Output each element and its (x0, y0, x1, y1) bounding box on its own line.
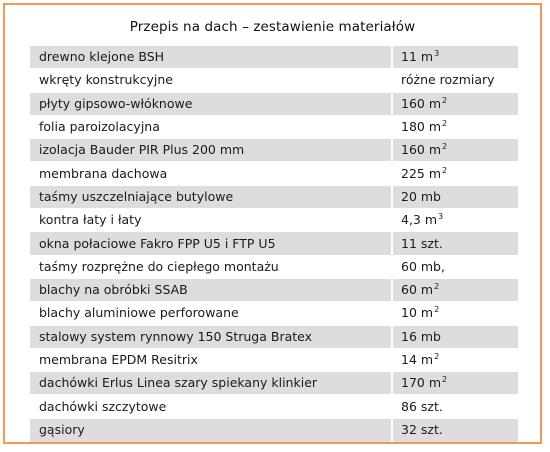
material-quantity: różne rozmiary (391, 68, 518, 93)
material-name: membrana EPDM Resitrix (30, 347, 392, 372)
quantity-value: 60 mb, (401, 258, 445, 274)
unit-exponent: 2 (434, 305, 440, 315)
material-name: kontra łaty i łaty (30, 208, 392, 232)
quantity-value: 4,3 m (401, 212, 438, 228)
material-name: stalowy system rynnowy 150 Struga Bratex (30, 324, 392, 349)
table-row: stalowy system rynnowy 150 Struga Bratex… (30, 324, 518, 349)
unit-exponent: 2 (442, 95, 448, 105)
material-name: dachówki szczytowe (30, 394, 392, 419)
table-row: folia paroizolacyjna 180 m2 (30, 114, 518, 139)
material-name: dachówki Erlus Linea szary spiekany klin… (30, 371, 392, 395)
unit-exponent: 2 (442, 119, 448, 129)
quantity-value: 180 m (401, 119, 442, 135)
material-quantity: 60 mb, (391, 254, 518, 279)
unit-exponent: 2 (442, 375, 448, 385)
table-row: blachy aluminiowe perforowane 10 m2 (30, 301, 518, 326)
quantity-value: 160 m (401, 142, 442, 158)
table-row: membrana dachowa 225 m2 (30, 161, 518, 186)
material-name: taśmy uszczelniające butylowe (30, 184, 392, 209)
quantity-value: 14 m (401, 352, 434, 367)
material-quantity: 32 szt. (391, 417, 518, 442)
material-quantity: 160 m2 (391, 91, 518, 116)
material-quantity: 14 m2 (391, 347, 518, 372)
table-row: kontra łaty i łaty 4,3 m3 (30, 208, 518, 232)
quantity-value: 11 m (401, 49, 434, 65)
quantity-value: 10 m (401, 305, 434, 321)
material-quantity: 16 mb (391, 324, 518, 349)
table-row: izolacja Bauder PIR Plus 200 mm 160 m2 (30, 138, 518, 162)
quantity-value: 20 mb (401, 188, 441, 204)
table-row: drewno klejone BSH 11 m3 (30, 44, 518, 69)
material-name: okna połaciowe Fakro FPP U5 i FTP U5 (30, 231, 392, 256)
unit-exponent: 3 (438, 212, 444, 222)
table-title: Przepis na dach – zestawienie materiałów (129, 19, 416, 35)
material-name: folia paroizolacyjna (30, 114, 392, 139)
quantity-value: 32 szt. (401, 422, 443, 438)
materials-box: Przepis na dach – zestawienie materiałów… (3, 3, 542, 444)
quantity-value: 60 m (401, 282, 434, 298)
material-quantity: 11 m3 (391, 44, 518, 69)
unit-exponent: 2 (442, 165, 448, 175)
material-name: izolacja Bauder PIR Plus 200 mm (30, 138, 392, 162)
material-quantity: 160 m2 (391, 138, 518, 162)
materials-table: drewno klejone BSH 11 m3 wkręty konstrukcy… (30, 44, 518, 442)
material-quantity: 10 m2 (391, 301, 518, 326)
quantity-value: 86 szt. (401, 398, 443, 414)
unit-exponent: 3 (434, 49, 440, 59)
material-name: płyty gipsowo-włóknowe (30, 91, 392, 116)
table-row: wkręty konstrukcyjne różne rozmiary (30, 68, 518, 93)
unit-exponent: 2 (434, 352, 440, 361)
material-quantity: 225 m2 (391, 161, 518, 186)
material-name: gąsiory (30, 417, 392, 442)
unit-exponent: 2 (434, 282, 440, 292)
quantity-value: 16 mb (401, 328, 441, 344)
material-quantity: 86 szt. (391, 394, 518, 419)
table-row: dachówki szczytowe 86 szt. (30, 394, 518, 419)
quantity-value: 11 szt. (401, 235, 443, 251)
material-name: drewno klejone BSH (30, 44, 392, 69)
table-row: membrana EPDM Resitrix 14 m2 (30, 347, 518, 372)
material-name: taśmy rozprężne do ciepłego montażu (30, 254, 392, 279)
material-quantity: 20 mb (391, 184, 518, 209)
quantity-value: różne rozmiary (401, 72, 495, 88)
quantity-value: 170 m (401, 375, 442, 391)
material-quantity: 11 szt. (391, 231, 518, 256)
table-row: płyty gipsowo-włóknowe 160 m2 (30, 91, 518, 116)
table-row: taśmy rozprężne do ciepłego montażu 60 mb… (30, 254, 518, 279)
material-quantity: 180 m2 (391, 114, 518, 139)
table-row: dachówki Erlus Linea szary spiekany klin… (30, 371, 518, 395)
material-name: blachy aluminiowe perforowane (30, 301, 392, 326)
material-name: blachy na obróbki SSAB (30, 277, 392, 302)
table-row: taśmy uszczelniające butylowe 20 mb (30, 184, 518, 209)
material-quantity: 60 m2 (391, 277, 518, 302)
material-quantity: 4,3 m3 (391, 208, 518, 232)
material-quantity: 170 m2 (391, 371, 518, 395)
table-row: gąsiory 32 szt. (30, 417, 518, 442)
table-row: okna połaciowe Fakro FPP U5 i FTP U5 11 s… (30, 231, 518, 256)
quantity-value: 160 m (401, 95, 442, 111)
material-name: membrana dachowa (30, 161, 392, 186)
unit-exponent: 2 (442, 142, 448, 152)
material-name: wkręty konstrukcyjne (30, 68, 392, 93)
quantity-value: 225 m (401, 165, 442, 181)
table-row: blachy na obróbki SSAB 60 m2 (30, 277, 518, 302)
